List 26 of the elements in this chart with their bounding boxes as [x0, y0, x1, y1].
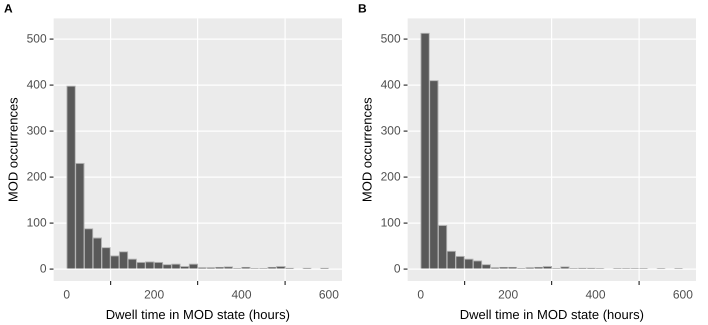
x-tick-label: 600: [672, 288, 694, 302]
x-tick-label: 200: [498, 288, 518, 302]
chart-title: A: [4, 2, 13, 16]
y-tick-label: 400: [380, 77, 401, 92]
y-tick-label: 200: [380, 169, 401, 184]
y-axis-title: MOD occurrences: [359, 96, 374, 202]
x-tick-label: 0: [417, 288, 424, 302]
x-tick-label: 400: [231, 288, 252, 302]
x-axis-title: Dwell time in MOD state (hours): [460, 306, 644, 322]
x-axis-title: Dwell time in MOD state (hours): [106, 306, 290, 322]
y-axis-title: MOD occurrences: [5, 96, 20, 202]
y-tick-label: 400: [26, 77, 47, 92]
x-tick-label: 600: [318, 288, 340, 302]
x-tick-label: 400: [585, 288, 606, 302]
y-tick-label: 100: [26, 215, 47, 230]
x-tick-label: 200: [144, 288, 164, 302]
y-tick-label: 100: [380, 215, 401, 230]
x-tick-label: 0: [63, 288, 70, 302]
chart-title: B: [358, 2, 367, 16]
y-tick-label: 200: [26, 169, 47, 184]
y-tick-label: 500: [26, 31, 47, 46]
y-tick-label: 0: [394, 261, 401, 276]
y-tick-label: 500: [380, 31, 401, 46]
y-tick-label: 300: [380, 123, 401, 138]
y-tick-label: 300: [26, 123, 47, 138]
y-tick-label: 0: [40, 261, 47, 276]
